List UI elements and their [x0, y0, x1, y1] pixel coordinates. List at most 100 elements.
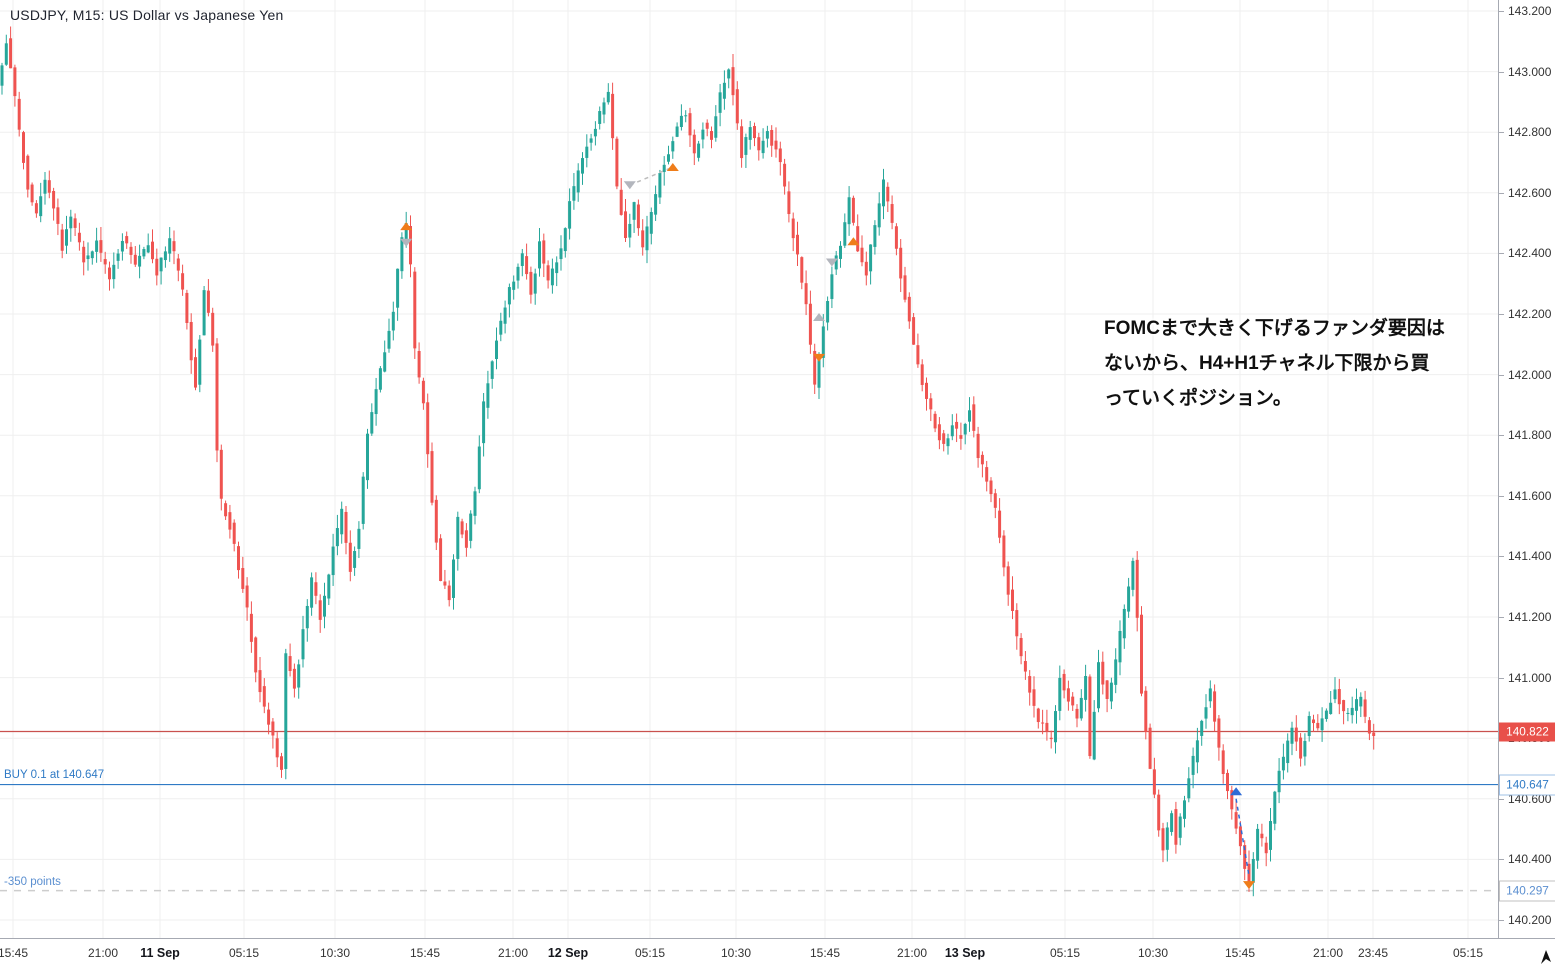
candle-body: [1152, 769, 1156, 795]
candle-body: [765, 131, 769, 139]
candle-body: [344, 511, 348, 543]
time-axis[interactable]: 15:45 21:00 11 Sep 05:15 10:30 15:45 21:00 12 S…: [0, 938, 1555, 967]
candle-body: [542, 240, 546, 264]
candle-body: [606, 91, 610, 103]
candle-body: [1127, 586, 1131, 612]
candle-body: [774, 140, 778, 150]
time-axis-tick-label: 05:15: [1049, 946, 1081, 960]
candle-body: [791, 218, 795, 239]
candle-body: [882, 179, 885, 207]
candle-body: [778, 148, 782, 163]
candle-body: [1264, 842, 1268, 854]
candle-body: [907, 296, 911, 322]
trade-note-annotation[interactable]: FOMCまで大きく下げるファンダ要因は ないから、H4+H1チャネル下限から買 …: [1104, 311, 1464, 416]
candle-body: [310, 577, 314, 608]
candle-body: [1286, 740, 1290, 764]
candle-body: [1226, 772, 1229, 792]
candle-body: [1350, 707, 1354, 716]
candle-body: [1299, 737, 1303, 759]
candle-body: [280, 756, 283, 770]
candle-body: [589, 138, 593, 143]
candle-body: [9, 38, 13, 69]
candle-body: [112, 264, 116, 280]
candle-body: [516, 266, 520, 281]
chart-canvas[interactable]: [0, 0, 1498, 938]
candle-body: [409, 225, 412, 265]
candle-body: [1238, 826, 1242, 847]
time-axis-tick-label: 21:00: [87, 946, 119, 960]
candle-body: [1011, 589, 1014, 611]
candle-body: [671, 141, 675, 152]
candle-body: [735, 89, 739, 124]
candle-body: [482, 401, 486, 444]
time-axis-tick-label: 10:30: [1137, 946, 1169, 960]
candle-body: [108, 267, 111, 280]
candle-body: [116, 253, 120, 261]
candle-body: [477, 446, 481, 490]
candle-body: [473, 491, 477, 516]
candle-body: [1062, 673, 1066, 691]
grid-lines: [0, 0, 1498, 938]
candle-body: [568, 201, 572, 229]
candle-body: [90, 251, 94, 259]
candle-body: [301, 629, 305, 660]
candle-body: [1015, 610, 1019, 637]
candle-body: [284, 653, 288, 769]
candle-body: [714, 116, 718, 138]
time-axis-tick-label: 12 Sep: [547, 946, 589, 960]
candle-body: [1372, 732, 1376, 736]
candle-body: [1058, 677, 1062, 711]
candle-body: [1195, 740, 1199, 763]
candle-body: [434, 499, 438, 543]
price-axis[interactable]: 143.200 143.000 142.800 142.600 142.400 142.2…: [1498, 0, 1555, 938]
candle-body: [830, 274, 834, 299]
trade-note-line: ないから、H4+H1チャネル下限から買: [1104, 353, 1430, 374]
trade-note-line: FOMCまで大きく下げるファンダ要因は: [1104, 318, 1445, 339]
candle-body: [413, 271, 417, 349]
candle-body: [103, 259, 107, 265]
candle-body: [52, 190, 56, 209]
candle-body: [1105, 680, 1109, 700]
candle-body: [1208, 688, 1212, 702]
trade-note-line: っていくポジション。: [1104, 388, 1292, 409]
candle-body: [839, 245, 842, 259]
candle-body: [254, 637, 258, 673]
candle-body: [1260, 833, 1264, 839]
candle-body: [318, 600, 322, 620]
time-axis-tick-label: 15:45: [809, 946, 841, 960]
price-axis-tick-label: 141.000: [1498, 670, 1552, 685]
candle-body: [206, 290, 210, 313]
candle-body: [1243, 845, 1247, 869]
candle-body: [275, 738, 279, 758]
candle-body: [99, 240, 103, 253]
candle-body: [77, 232, 81, 243]
candle-body: [886, 186, 890, 202]
candle-body: [615, 138, 619, 187]
candle-body: [56, 207, 60, 224]
candle-body: [563, 228, 567, 252]
candle-body: [1337, 689, 1341, 705]
candle-body: [1178, 816, 1182, 838]
candle-body: [1161, 828, 1165, 851]
candle-body: [1277, 770, 1281, 793]
candle-body: [692, 134, 696, 154]
candle-body: [43, 179, 47, 194]
candle-body: [645, 226, 649, 251]
candle-body: [1165, 827, 1169, 850]
buy-order-line-caption[interactable]: BUY 0.1 at 140.647: [4, 769, 105, 781]
candle-body: [211, 312, 215, 346]
candle-body: [710, 131, 713, 140]
candle-body: [1217, 718, 1221, 748]
candle-body: [1256, 828, 1260, 861]
candle-body: [593, 128, 597, 137]
candle-body: [1320, 718, 1324, 731]
candle-body: [976, 433, 980, 459]
candle-body: [555, 262, 559, 274]
sell-arrow-icon: [813, 353, 825, 362]
price-axis-tick-label: 141.800: [1498, 428, 1552, 443]
candle-body: [95, 240, 99, 252]
candle-body: [34, 203, 38, 214]
buy-order-axis-label[interactable]: 140.647: [1499, 774, 1555, 796]
candle-body: [202, 290, 206, 336]
candle-body: [851, 197, 855, 223]
